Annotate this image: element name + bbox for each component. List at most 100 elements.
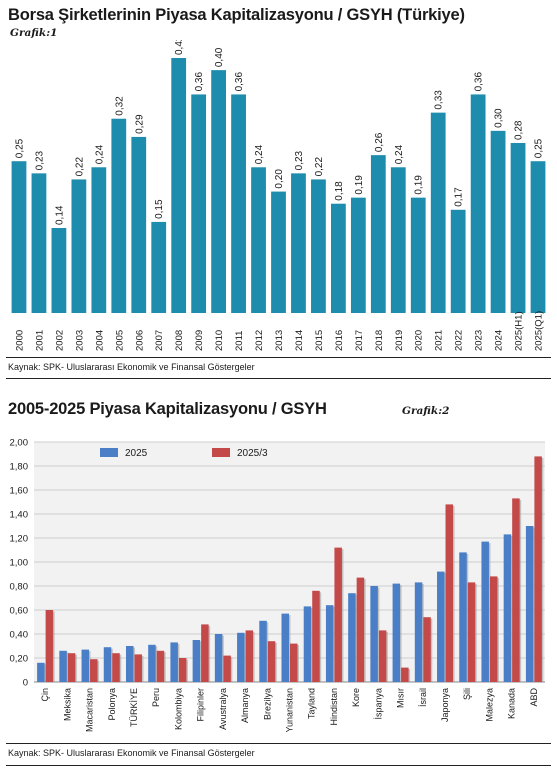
x-tick-label: Hindistan: [329, 688, 339, 726]
bar-2025/3-Kore: [356, 577, 365, 682]
y-tick-label: 0,80: [10, 582, 29, 593]
x-tick-label: 2022: [454, 330, 465, 351]
bar-2006: [131, 136, 147, 313]
bar-value-label: 0,29: [134, 114, 145, 134]
bar-2025/3-İsrail: [423, 617, 431, 682]
bar-2025(Q1): [530, 161, 546, 313]
bar-2025/3-Yunanistan: [290, 643, 298, 682]
chart1-title: Borsa Şirketlerinin Piyasa Kapitalizasyo…: [8, 6, 465, 24]
x-tick-label: Kanada: [507, 688, 517, 719]
y-tick-label: 1,80: [10, 462, 29, 473]
bar-2025/3-Peru: [156, 650, 165, 682]
x-tick-label: 2010: [214, 330, 225, 351]
bar-value-label: 0,23: [294, 150, 305, 170]
bar-2005: [111, 118, 127, 313]
chart1-source: Kaynak: SPK- Uluslararası Ekonomik ve Fi…: [8, 362, 255, 372]
x-tick-label: 2013: [274, 330, 285, 351]
x-tick-label: 2023: [474, 330, 485, 351]
bar-2025-Meksika: [59, 650, 67, 682]
x-tick-label: Mısır: [396, 688, 406, 708]
chart2-source: Kaynak: SPK- Uluslararası Ekonomik ve Fi…: [8, 748, 255, 758]
bar-value-label: 0,24: [394, 144, 405, 164]
bar-value-label: 0,40: [214, 47, 225, 67]
y-tick-label: 0,40: [10, 630, 29, 641]
bar-2025/3-Çin: [45, 610, 54, 682]
bar-2025/3-Brezilya: [267, 641, 276, 682]
bar-value-label: 0,20: [274, 169, 285, 189]
bar-2025-Hindistan: [325, 605, 334, 682]
bar-2025/3-Hindistan: [334, 547, 342, 682]
x-tick-label: 2006: [134, 330, 145, 351]
bar-value-label: 0,19: [354, 175, 365, 195]
bar-2025-Mısır: [392, 583, 401, 682]
bar-2007: [151, 221, 167, 313]
bar-2014: [291, 173, 306, 313]
bar-2025/3-Japonya: [445, 504, 454, 682]
bar-value-label: 0,25: [534, 138, 545, 158]
x-tick-label: 2017: [354, 330, 365, 351]
y-tick-label: 2,00: [10, 438, 29, 449]
bar-2000: [11, 161, 27, 313]
bar-2025-Kanada: [503, 534, 512, 682]
bar-2025/3-Filipinler: [201, 624, 209, 682]
y-tick-label: 1,40: [10, 510, 29, 521]
x-tick-label: 2025(Q1): [534, 311, 545, 351]
bar-2025/3-Meksika: [67, 653, 76, 682]
bar-value-label: 0,26: [374, 132, 385, 152]
bar-2002: [51, 228, 67, 313]
bar-2025/3-TÜRKİYE: [134, 654, 142, 682]
x-tick-label: 2009: [194, 330, 205, 351]
legend-swatch: [100, 448, 118, 457]
x-tick-label: Polonya: [107, 688, 117, 721]
x-tick-label: Kolombiya: [173, 688, 183, 730]
bar-2012: [251, 167, 266, 313]
bar-value-label: 0,36: [194, 72, 205, 92]
bar-2025-Tayland: [303, 606, 312, 682]
bar-2018: [370, 155, 386, 313]
bar-2025-Polonya: [103, 647, 112, 682]
x-tick-label: Peru: [151, 688, 161, 707]
bar-2025-Çin: [37, 662, 45, 682]
bar-value-label: 0,36: [474, 72, 485, 92]
bar-value-label: 0,30: [494, 108, 505, 128]
x-tick-label: ABD: [529, 688, 539, 707]
divider: [6, 765, 551, 766]
x-tick-label: 2008: [174, 330, 185, 351]
x-tick-label: 2019: [394, 330, 405, 351]
x-tick-label: Malezya: [484, 688, 494, 722]
bar-2025-Japonya: [437, 571, 445, 682]
x-tick-label: 2003: [74, 330, 85, 351]
divider: [6, 378, 551, 379]
bar-2025/3-Kolombiya: [178, 658, 187, 682]
x-tick-label: Brezilya: [262, 688, 272, 720]
x-tick-label: 2000: [14, 330, 25, 351]
x-tick-label: Çin: [40, 688, 50, 702]
bar-2015: [311, 179, 326, 313]
bar-2025-Şili: [459, 552, 467, 682]
bar-2003: [71, 179, 87, 313]
bar-value-label: 0,32: [114, 96, 125, 116]
bar-2017: [350, 197, 366, 313]
bar-2025-Macaristan: [81, 649, 90, 682]
chart1-bars: 0,25 2000 0,23 2001 0,14 2002 0,22 2003 0,24 2004…: [0, 40, 557, 355]
bar-2008: [171, 58, 187, 313]
x-tick-label: 2020: [414, 330, 425, 351]
chart2-subtitle: Grafik:2: [402, 405, 450, 417]
bar-value-label: 0,28: [514, 120, 525, 140]
bar-2020: [410, 197, 426, 313]
x-tick-label: Yunanistan: [285, 688, 295, 733]
bar-2016: [331, 203, 346, 313]
x-tick-label: Japonya: [440, 688, 450, 722]
bar-value-label: 0,19: [414, 175, 425, 195]
x-tick-label: 2018: [374, 330, 385, 351]
bar-2025/3-Malezya: [489, 576, 498, 682]
x-tick-label: 2012: [254, 330, 265, 351]
bar-2022: [450, 209, 466, 313]
x-tick-label: Macaristan: [85, 688, 95, 732]
bar-2025-Almanya: [237, 632, 245, 682]
x-tick-label: 2016: [334, 330, 345, 351]
x-tick-label: Kore: [351, 688, 361, 707]
x-tick-label: 2015: [314, 330, 325, 351]
bar-2009: [191, 94, 207, 313]
x-tick-label: 2005: [114, 330, 125, 351]
